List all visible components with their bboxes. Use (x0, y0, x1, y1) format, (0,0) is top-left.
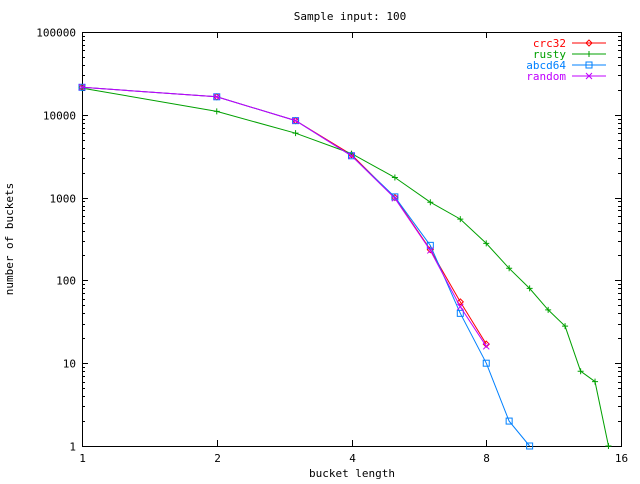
y-tick-label: 1000 (50, 193, 77, 206)
data-point-rusty (457, 216, 464, 223)
data-point-random (213, 93, 221, 101)
y-axis-label: number of buckets (3, 183, 16, 296)
data-point-random (456, 303, 464, 311)
y-tick-label: 100 (56, 275, 76, 288)
series-line-random (81, 86, 487, 347)
data-point-abcd64 (482, 359, 490, 367)
plot-frame (82, 32, 622, 447)
legend-label-random: random (526, 70, 566, 83)
legend-marker-random (585, 72, 593, 80)
legend-label-rusty: rusty (533, 48, 566, 61)
legend-marker-crc32 (585, 39, 593, 47)
data-point-random (292, 117, 299, 124)
series-line-crc32 (81, 86, 487, 345)
data-point-rusty (592, 378, 599, 385)
data-point-crc32 (456, 298, 464, 306)
data-point-rusty (605, 443, 612, 449)
chart-title: Sample input: 100 (294, 10, 407, 23)
legend-marker-abcd64 (585, 61, 593, 69)
data-point-rusty (427, 199, 434, 206)
data-point-random (78, 83, 86, 91)
x-tick-label: 2 (214, 452, 221, 465)
x-tick-label: 1 (79, 452, 86, 465)
y-tick-label: 10 (63, 358, 76, 371)
axis-ticks: 1 2 4 8 16 1 10 100 1000 10000 100000 (36, 27, 628, 466)
series-crc32 (78, 83, 490, 348)
series-line-abcd64 (81, 86, 530, 447)
data-point-abcd64 (505, 417, 513, 425)
series-abcd64 (78, 83, 534, 450)
data-point-random (426, 247, 434, 254)
data-point-rusty (483, 240, 490, 247)
data-point-rusty (526, 285, 533, 292)
data-point-abcd64 (391, 193, 399, 201)
data-point-random (348, 152, 355, 160)
data-point-abcd64 (526, 442, 534, 450)
data-point-rusty (292, 130, 299, 137)
data-point-random (482, 342, 490, 350)
data-point-rusty (506, 265, 513, 272)
data-point-rusty (562, 323, 569, 330)
x-tick-label: 8 (483, 452, 490, 465)
y-tick-label: 100000 (36, 27, 76, 40)
y-tick-label: 10000 (43, 110, 76, 123)
series-line-rusty (81, 87, 609, 447)
data-point-random (391, 194, 399, 202)
x-axis-label: bucket length (309, 467, 395, 480)
data-point-rusty (577, 368, 584, 375)
series-rusty (79, 85, 612, 449)
series-random (78, 83, 490, 350)
data-point-rusty (213, 108, 220, 115)
data-point-rusty (391, 174, 398, 181)
legend-marker-rusty (586, 51, 592, 57)
data-point-abcd64 (348, 152, 355, 160)
data-point-rusty (545, 306, 552, 313)
legend-label-abcd64: abcd64 (526, 59, 566, 72)
legend-label-crc32: crc32 (533, 37, 566, 50)
x-tick-label: 16 (615, 452, 628, 465)
y-tick-label: 1 (69, 441, 76, 454)
series-layer (78, 83, 612, 450)
data-point-abcd64 (292, 117, 300, 125)
x-tick-label: 4 (349, 452, 356, 465)
data-point-abcd64 (456, 309, 464, 317)
